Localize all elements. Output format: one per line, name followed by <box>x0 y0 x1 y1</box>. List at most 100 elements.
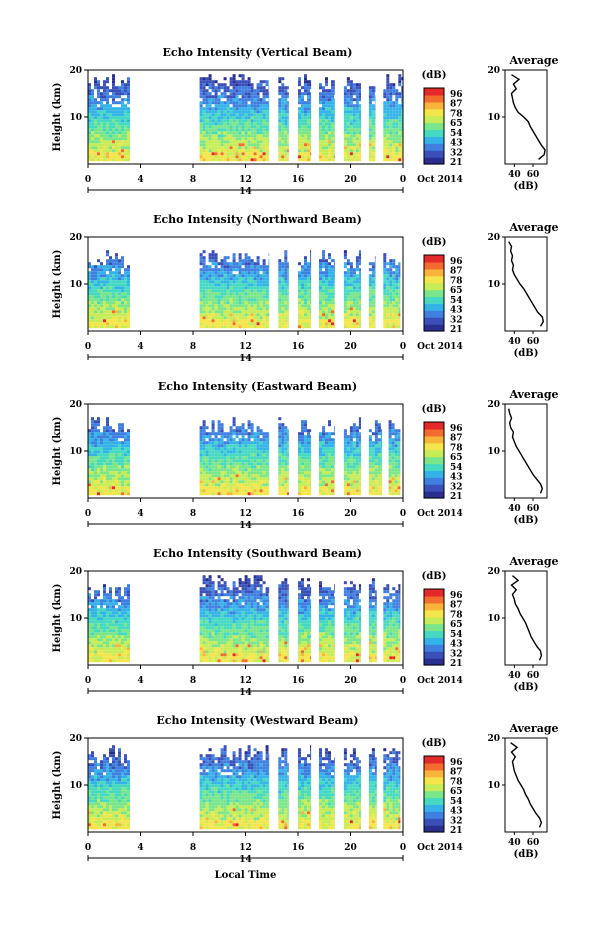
heatmap-cell <box>259 438 263 442</box>
heatmap-cell <box>250 304 254 308</box>
heatmap-cell <box>287 289 289 293</box>
colorbar-swatch <box>424 442 444 451</box>
heatmap-cell <box>377 453 381 457</box>
heatmap-cell <box>118 280 121 284</box>
heatmap-cell <box>281 492 285 496</box>
heatmap-cell <box>199 325 203 329</box>
heatmap-cell <box>217 149 221 153</box>
heatmap-cell <box>217 447 221 451</box>
heatmap-cell <box>304 74 307 78</box>
heatmap-cell <box>205 146 209 150</box>
heatmap-cell <box>349 137 353 141</box>
heatmap-cell <box>229 319 233 323</box>
heatmap-cell <box>349 101 353 105</box>
heatmap-cell <box>205 468 209 472</box>
heatmap-cell <box>346 441 350 445</box>
heatmap-cell <box>199 468 203 472</box>
heatmap-cell <box>391 492 395 496</box>
heatmap-cell <box>284 316 288 320</box>
heatmap-cell <box>262 92 266 96</box>
heatmap-cell <box>319 265 322 269</box>
heatmap-cell <box>307 474 310 478</box>
heatmap-cell <box>205 110 209 114</box>
average-y-tick-label: 20 <box>487 66 500 76</box>
heatmap-cell <box>100 149 103 153</box>
heatmap-cell <box>352 310 356 314</box>
heatmap-cell <box>109 280 112 284</box>
heatmap-cell <box>334 125 335 129</box>
heatmap-cell <box>355 259 359 263</box>
heatmap-cell <box>226 256 230 260</box>
heatmap-cell <box>97 298 100 302</box>
heatmap-cell <box>346 146 350 150</box>
heatmap-cell <box>91 471 94 475</box>
heatmap-cell <box>281 435 285 439</box>
heatmap-cell <box>223 143 227 147</box>
heatmap-cell <box>106 456 109 460</box>
heatmap-cell <box>238 459 242 463</box>
heatmap-cell <box>211 298 215 302</box>
heatmap-cell <box>124 107 127 111</box>
heatmap-cell <box>88 137 91 141</box>
heatmap-cell <box>112 158 115 162</box>
heatmap-cell <box>398 283 401 287</box>
heatmap-cell <box>343 316 347 320</box>
heatmap-cell <box>94 444 97 448</box>
heatmap-cell <box>259 468 263 472</box>
heatmap-cell <box>380 483 382 487</box>
heatmap-cell <box>328 477 331 481</box>
heatmap-cell <box>328 456 331 460</box>
heatmap-cell <box>217 98 221 102</box>
heatmap-cell <box>352 107 356 111</box>
heatmap-cell <box>343 435 347 439</box>
heatmap-cell <box>124 483 127 487</box>
heatmap-cell <box>287 313 289 317</box>
heatmap-cell <box>262 95 266 99</box>
heatmap-cell <box>374 450 378 454</box>
heatmap-cell <box>121 274 124 278</box>
heatmap-cell <box>374 86 376 90</box>
heatmap-cell <box>241 134 245 138</box>
heatmap-cell <box>383 316 387 320</box>
heatmap-cell <box>121 435 124 439</box>
heatmap-cell <box>398 119 402 123</box>
heatmap-cell <box>208 322 212 326</box>
heatmap-cell <box>371 292 375 296</box>
heatmap-cell <box>265 492 269 496</box>
heatmap-cell <box>244 483 248 487</box>
heatmap-cell <box>253 149 257 153</box>
heatmap-cell <box>380 468 382 472</box>
heatmap-cell <box>371 149 375 153</box>
heatmap-cell <box>383 104 387 108</box>
heatmap-cell <box>241 140 245 144</box>
heatmap-cell <box>103 307 106 311</box>
heatmap-cell <box>310 143 312 147</box>
heatmap-cell <box>325 134 328 138</box>
heatmap-cell <box>226 116 230 120</box>
heatmap-cell <box>253 316 257 320</box>
heatmap-cell <box>112 113 115 117</box>
heatmap-cell <box>112 313 115 317</box>
heatmap-cell <box>232 119 236 123</box>
heatmap-cell <box>232 92 236 96</box>
heatmap-cell <box>268 149 270 153</box>
heatmap-cell <box>199 134 203 138</box>
heatmap-cell <box>287 131 289 135</box>
heatmap-cell <box>287 149 289 153</box>
heatmap-cell <box>97 444 100 448</box>
heatmap-cell <box>298 113 301 117</box>
heatmap-cell <box>397 489 401 493</box>
heatmap-cell <box>247 489 251 493</box>
heatmap-cell <box>349 289 353 293</box>
heatmap-cell <box>244 253 248 257</box>
heatmap-cell <box>259 456 263 460</box>
heatmap-cell <box>343 465 347 469</box>
heatmap-cell <box>383 259 387 263</box>
heatmap-cell <box>223 95 227 99</box>
heatmap-cell <box>398 325 401 329</box>
heatmap-cell <box>211 450 215 454</box>
heatmap-cell <box>349 113 353 117</box>
heatmap-cell <box>202 295 206 299</box>
heatmap-cell <box>355 283 359 287</box>
heatmap-cell <box>281 489 285 493</box>
